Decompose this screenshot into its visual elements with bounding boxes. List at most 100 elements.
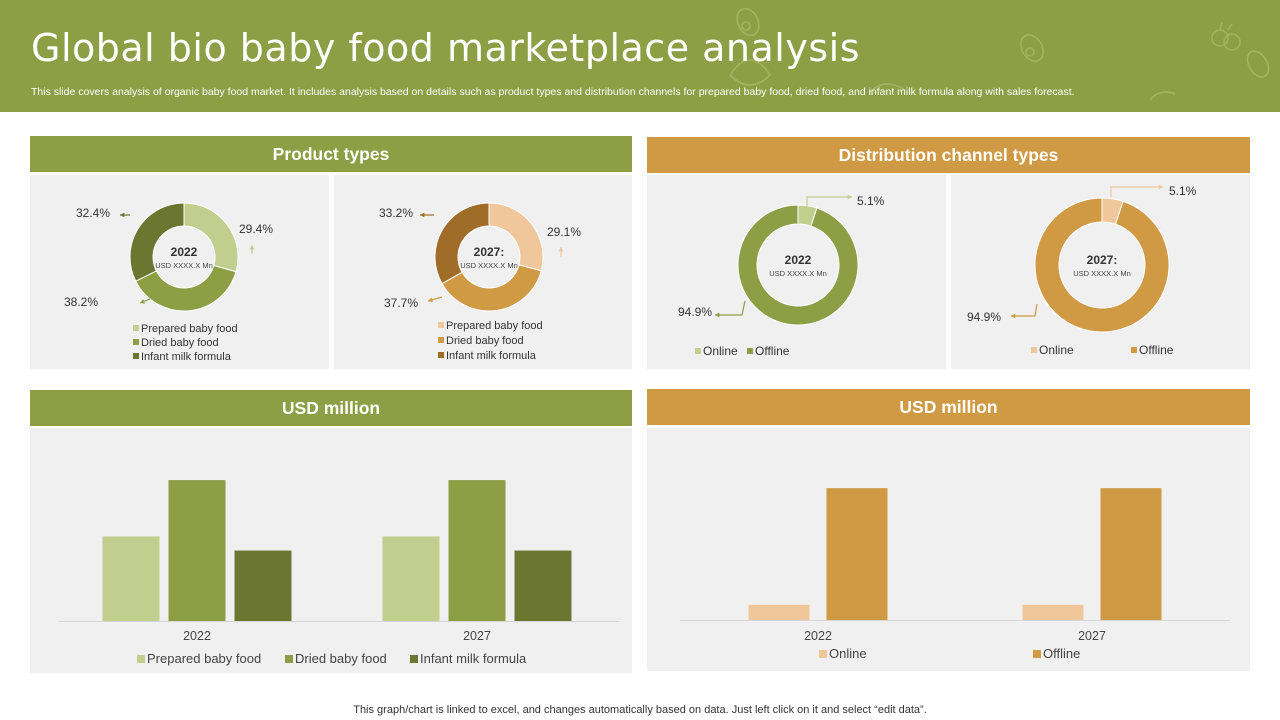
bar-2027-1[interactable]	[448, 480, 506, 621]
legend-label: Dried baby food	[446, 335, 524, 347]
legend-label: Offline	[1139, 343, 1174, 357]
arrowhead-icon	[120, 212, 125, 218]
legend-swatch	[137, 655, 145, 663]
arrowhead-icon	[847, 194, 852, 200]
legend-label: Infant milk formula	[141, 351, 232, 363]
legend-swatch	[819, 650, 827, 658]
arrowhead-icon	[140, 299, 145, 304]
donut-center-value: USD XXXX.X Mn	[1073, 269, 1131, 278]
panel-usd-channel: 2022 2027 Online Offline	[647, 428, 1250, 671]
panel-channel-2027: 5.1% 94.9% 2027: USD XXXX.X Mn Online Offline	[951, 175, 1250, 369]
donut-chart-channel-2027[interactable]: 5.1% 94.9% 2027: USD XXXX.X Mn Online Offline	[951, 175, 1250, 369]
donut-center-value: USD XXXX.X Mn	[769, 269, 827, 278]
bar-2027-0[interactable]	[382, 536, 440, 621]
x-tick-label: 2022	[183, 629, 211, 643]
bar-chart-usd-product[interactable]: 2022 2027 Prepared baby food Dried baby foo…	[30, 428, 632, 673]
bar-2022-1[interactable]	[168, 480, 226, 621]
legend-label: Online	[703, 344, 738, 358]
donut-center-year: 2022	[171, 245, 198, 259]
legend-swatch	[438, 322, 444, 328]
donut-chart-product-2027[interactable]: 29.1% 37.7% 33.2% 2027: USD XXXX.X Mn Prepare…	[334, 175, 632, 369]
bar-2027-2[interactable]	[514, 550, 572, 621]
bar-2022-0[interactable]	[102, 536, 160, 621]
footer-note: This graph/chart is linked to excel, and…	[353, 704, 927, 716]
data-label: 33.2%	[379, 206, 413, 220]
legend-swatch	[1031, 347, 1037, 353]
donut-slice-2[interactable]	[434, 202, 490, 285]
legend-label: Infant milk formula	[446, 350, 537, 362]
section-header-product-types: Product types	[30, 136, 632, 172]
arrowhead-icon	[715, 312, 720, 318]
donut-slice-1[interactable]	[135, 264, 237, 312]
data-label: 29.1%	[547, 225, 581, 239]
legend-label: Prepared baby food	[141, 323, 238, 335]
arrowhead-icon	[249, 245, 255, 250]
legend-label: Online	[1039, 343, 1074, 357]
bar-2027-1[interactable]	[1100, 488, 1162, 620]
legend-label: Offline	[1043, 646, 1080, 661]
donut-center-year: 2027:	[1087, 253, 1118, 267]
panel-channel-2022: 5.1% 94.9% 2022 USD XXXX.X Mn Online Offline	[647, 175, 946, 369]
legend-label: Dried baby food	[141, 337, 219, 349]
data-label: 5.1%	[1169, 184, 1197, 198]
data-label: 94.9%	[678, 305, 712, 319]
legend-swatch	[747, 348, 753, 354]
legend-label: Prepared baby food	[446, 320, 543, 332]
legend-swatch	[133, 325, 139, 331]
legend-label: Offline	[755, 344, 790, 358]
section-header-distribution: Distribution channel types	[647, 137, 1250, 173]
x-tick-label: 2027	[463, 629, 491, 643]
legend-swatch	[1131, 347, 1137, 353]
donut-center-value: USD XXXX.X Mn	[460, 261, 518, 270]
donut-chart-channel-2022[interactable]: 5.1% 94.9% 2022 USD XXXX.X Mn Online Offline	[647, 175, 946, 369]
legend-label: Prepared baby food	[147, 651, 261, 666]
label-leader-line	[1011, 303, 1038, 317]
arrowhead-icon	[1011, 313, 1016, 319]
data-label: 37.7%	[384, 296, 418, 310]
panel-usd-product: 2022 2027 Prepared baby food Dried baby foo…	[30, 428, 632, 673]
panel-product-2027: 29.1% 37.7% 33.2% 2027: USD XXXX.X Mn Prepare…	[334, 175, 632, 369]
donut-center-year: 2027:	[474, 245, 505, 259]
data-label: 29.4%	[239, 222, 273, 236]
legend-swatch	[285, 655, 293, 663]
decorative-food-icons	[728, 7, 1270, 101]
arrowhead-icon	[420, 212, 425, 218]
arrowhead-icon	[1158, 184, 1163, 190]
data-label: 94.9%	[967, 310, 1001, 324]
donut-slice-1[interactable]	[441, 264, 542, 312]
bar-2027-0[interactable]	[1022, 604, 1084, 620]
bar-2022-1[interactable]	[826, 488, 888, 620]
legend-label: Dried baby food	[295, 651, 387, 666]
label-leader-line	[1110, 186, 1163, 197]
header-banner: Global bio baby food marketplace analysi…	[0, 0, 1280, 112]
data-label: 38.2%	[64, 295, 98, 309]
bar-2022-0[interactable]	[748, 604, 810, 620]
donut-slice-1[interactable]	[737, 204, 859, 326]
x-tick-label: 2027	[1078, 629, 1106, 643]
arrowhead-icon	[558, 247, 564, 252]
section-header-usd-right: USD million	[647, 389, 1250, 425]
legend-label: Infant milk formula	[420, 651, 527, 666]
bar-chart-usd-channel[interactable]: 2022 2027 Online Offline	[647, 428, 1250, 671]
label-leader-line	[715, 300, 746, 316]
section-header-usd-left: USD million	[30, 390, 632, 426]
data-label: 32.4%	[76, 206, 110, 220]
donut-center-year: 2022	[785, 253, 812, 267]
label-leader-line	[806, 196, 852, 211]
donut-slice-2[interactable]	[129, 202, 185, 282]
data-label: 5.1%	[857, 194, 885, 208]
panel-product-2022: 29.4% 38.2% 32.4% 2022 USD XXXX.X Mn Prepared…	[30, 175, 329, 369]
legend-swatch	[133, 339, 139, 345]
legend-swatch	[438, 352, 444, 358]
legend-swatch	[133, 353, 139, 359]
legend-swatch	[1033, 650, 1041, 658]
legend-swatch	[695, 348, 701, 354]
page-title: Global bio baby food marketplace analysi…	[31, 26, 861, 70]
legend-label: Online	[829, 646, 867, 661]
donut-slice-1[interactable]	[1034, 197, 1170, 333]
donut-chart-product-2022[interactable]: 29.4% 38.2% 32.4% 2022 USD XXXX.X Mn Prepared…	[30, 175, 329, 369]
legend-swatch	[410, 655, 418, 663]
bar-2022-2[interactable]	[234, 550, 292, 621]
legend-swatch	[438, 337, 444, 343]
x-tick-label: 2022	[804, 629, 832, 643]
